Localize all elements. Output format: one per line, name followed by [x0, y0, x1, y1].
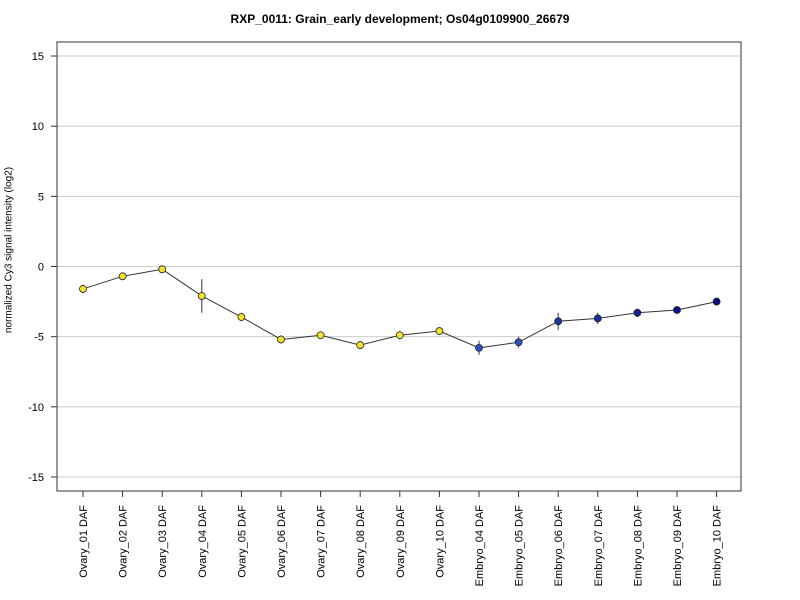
x-tick-label: Ovary_08 DAF [355, 505, 367, 578]
y-axis-ticks: -15 -10 -5 0 5 10 15 [28, 51, 57, 484]
data-point [435, 327, 444, 335]
data-point [673, 306, 681, 314]
x-tick-label: Embryo_04 DAF [474, 505, 486, 587]
x-tick-label: Ovary_01 DAF [78, 505, 90, 578]
x-tick-label: Embryo_10 DAF [712, 505, 724, 587]
y-tick-label: 0 [38, 262, 44, 274]
x-axis-ticks: Ovary_01 DAF Ovary_02 DAF Ovary_03 DAF Ovar… [78, 491, 724, 586]
y-tick-label: 15 [32, 51, 44, 63]
x-tick-label: Embryo_08 DAF [632, 505, 644, 587]
y-tick-label: -10 [28, 402, 44, 414]
x-tick-label: Ovary_05 DAF [236, 505, 248, 578]
x-tick-label: Ovary_07 DAF [316, 505, 328, 578]
y-tick-label: -15 [28, 472, 44, 484]
data-point [554, 317, 563, 326]
data-point [356, 341, 365, 349]
data-point [593, 314, 602, 323]
x-tick-label: Ovary_10 DAF [434, 505, 446, 578]
x-tick-label: Ovary_02 DAF [118, 505, 130, 578]
x-tick-label: Embryo_06 DAF [553, 505, 565, 587]
y-tick-label: 10 [32, 121, 44, 133]
chart-title: RXP_0011: Grain_early development; Os04g… [230, 12, 570, 26]
data-point [158, 265, 167, 274]
data-points [79, 265, 721, 352]
data-point [277, 335, 285, 344]
data-point [237, 313, 246, 321]
x-tick-label: Ovary_03 DAF [157, 505, 169, 578]
data-point [316, 331, 325, 340]
data-point [514, 338, 523, 347]
data-point [633, 308, 642, 317]
y-tick-label: 5 [38, 191, 44, 203]
data-point [712, 297, 721, 306]
data-point [79, 285, 87, 293]
x-tick-label: Ovary_09 DAF [395, 505, 407, 578]
x-tick-label: Ovary_04 DAF [197, 505, 209, 578]
data-point [475, 343, 483, 352]
x-tick-label: Ovary_06 DAF [276, 505, 288, 578]
y-tick-label: -5 [34, 332, 44, 344]
x-tick-label: Embryo_05 DAF [514, 505, 526, 587]
data-point [395, 331, 404, 340]
x-tick-label: Embryo_09 DAF [672, 505, 684, 587]
data-point [118, 272, 127, 281]
data-point [197, 292, 206, 300]
x-tick-label: Embryo_07 DAF [593, 505, 605, 587]
